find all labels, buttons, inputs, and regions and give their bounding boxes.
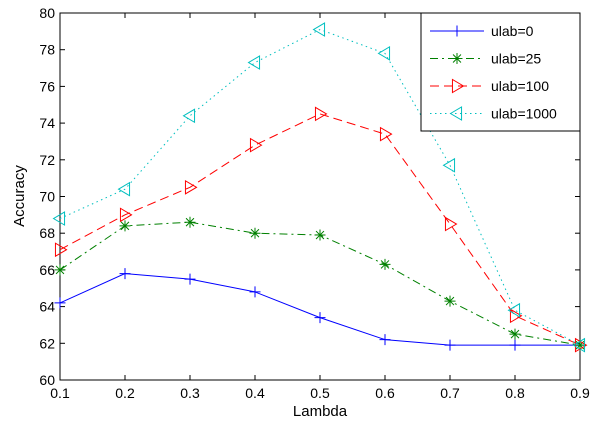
x-axis-label: Lambda [293, 403, 348, 420]
data-point-marker [184, 273, 196, 285]
data-point-marker [572, 337, 586, 353]
y-tick-label: 66 [39, 262, 55, 278]
y-tick-label: 80 [39, 5, 55, 21]
data-point-marker [119, 220, 131, 232]
y-tick-label: 64 [39, 299, 55, 315]
data-point-marker [451, 53, 463, 64]
data-point-marker [442, 157, 456, 173]
x-tick-label: 0.6 [375, 385, 395, 401]
data-point-marker [509, 308, 523, 324]
x-tick-label: 0.9 [570, 385, 590, 401]
data-point-marker [444, 216, 458, 232]
y-tick-label: 78 [39, 42, 55, 58]
x-axis-ticks: 0.1 0.2 0.3 0.4 0.5 0.6 0.7 0.8 0.9 [50, 13, 590, 401]
data-point-marker [449, 106, 463, 121]
legend-entry: ulab=25 [430, 51, 541, 67]
data-point-marker [52, 211, 66, 226]
x-tick-label: 0.2 [115, 385, 135, 401]
series-ulab-25 [54, 216, 586, 351]
data-point-marker [509, 339, 521, 351]
legend-box [420, 12, 581, 132]
data-point-marker [117, 181, 131, 197]
data-point-marker [444, 339, 456, 351]
series-ulab-100 [54, 106, 588, 353]
legend-entry: ulab=100 [430, 78, 549, 94]
y-axis-ticks: 60 62 64 66 68 70 72 74 76 78 80 [39, 5, 580, 388]
legend-label: ulab=0 [491, 23, 534, 39]
x-tick-label: 0.1 [50, 385, 70, 401]
x-tick-label: 0.5 [310, 385, 330, 401]
y-tick-label: 60 [39, 372, 55, 388]
series-line [59, 28, 581, 346]
y-tick-label: 62 [39, 335, 55, 351]
data-point-marker [249, 286, 261, 298]
data-point-marker [247, 55, 261, 70]
x-tick-label: 0.8 [505, 385, 525, 401]
legend: ulab=0 ulab=25 ulab=100 ulab=1000 [420, 12, 581, 132]
data-point-marker [377, 45, 391, 61]
data-point-marker [249, 137, 263, 153]
data-point-marker [451, 25, 463, 37]
x-tick-label: 0.3 [180, 385, 200, 401]
data-point-marker [379, 258, 391, 270]
x-tick-label: 0.7 [440, 385, 460, 401]
y-tick-label: 74 [39, 115, 55, 131]
y-tick-label: 76 [39, 78, 55, 94]
series-line [59, 113, 581, 346]
data-point-marker [444, 295, 456, 307]
y-tick-label: 72 [39, 152, 55, 168]
data-point-marker [314, 229, 326, 241]
data-point-marker [314, 312, 326, 324]
data-point-marker [379, 126, 393, 142]
legend-label: ulab=25 [491, 51, 541, 67]
data-point-marker [312, 22, 326, 37]
data-point-marker [182, 108, 196, 124]
data-point-marker [249, 227, 261, 239]
data-point-marker [54, 264, 66, 276]
data-point-marker [314, 106, 328, 122]
y-tick-label: 70 [39, 189, 55, 205]
legend-label: ulab=1000 [491, 106, 557, 122]
x-tick-label: 0.4 [245, 385, 265, 401]
series-ulab-1000 [52, 22, 586, 353]
legend-label: ulab=100 [491, 78, 549, 94]
series-layer [52, 22, 588, 353]
y-axis-label: Accuracy [11, 165, 28, 227]
data-point-marker [451, 78, 465, 94]
data-point-marker [379, 334, 391, 346]
data-point-marker [184, 216, 196, 228]
legend-entry: ulab=1000 [430, 106, 557, 122]
data-point-marker [574, 337, 588, 353]
data-point-marker [574, 339, 586, 351]
data-point-marker [54, 297, 66, 309]
data-point-marker [119, 268, 131, 280]
data-point-marker [184, 179, 198, 195]
data-point-marker [54, 242, 68, 258]
data-point-marker [507, 302, 521, 318]
data-point-marker [119, 207, 133, 223]
y-tick-label: 68 [39, 225, 55, 241]
legend-entry: ulab=0 [430, 23, 534, 39]
data-point-marker [509, 328, 521, 340]
